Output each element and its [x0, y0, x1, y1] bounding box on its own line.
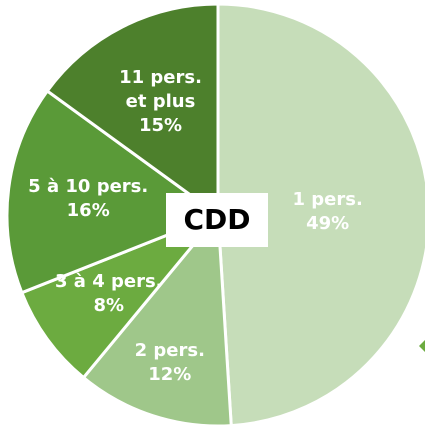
value-label: 49% — [306, 212, 350, 234]
value-label: 8% — [93, 295, 125, 317]
slice-label: 2 pers. 12% — [110, 339, 230, 387]
pie-slice — [19, 213, 220, 380]
pie-slice — [81, 211, 233, 428]
pie-slice — [45, 2, 220, 218]
chart-title: CDD — [166, 193, 268, 247]
category-label: 2 pers. — [134, 340, 205, 362]
slice-label: 11 pers. et plus 15% — [111, 66, 211, 138]
pie-slice — [216, 2, 425, 428]
category-label: 1 pers. — [292, 188, 363, 210]
category-label: 11 pers. et plus — [119, 67, 202, 113]
arrow-decoration — [419, 340, 425, 352]
category-label: 3 à 4 pers. — [54, 271, 163, 293]
slice-label: 1 pers. 49% — [268, 188, 388, 236]
value-label: 12% — [148, 364, 192, 386]
category-label: 5 à 10 pers. — [28, 175, 149, 197]
slice-label: 5 à 10 pers. 16% — [13, 175, 163, 223]
slice-label: 3 à 4 pers. 8% — [39, 270, 179, 318]
pie-slice — [5, 88, 222, 295]
value-label: 15% — [138, 115, 183, 137]
value-label: 16% — [66, 199, 110, 221]
